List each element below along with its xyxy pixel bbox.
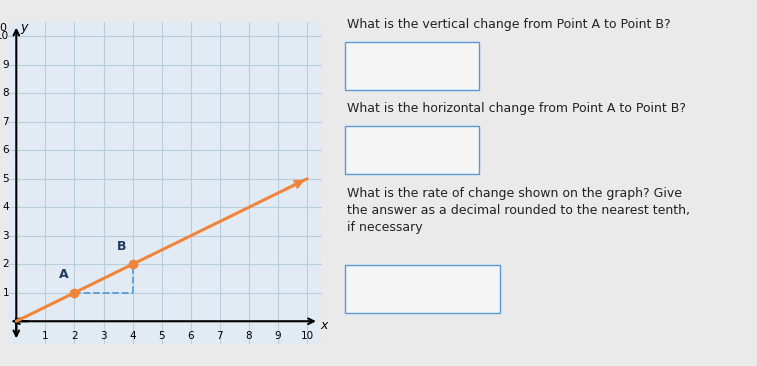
Text: 2: 2 — [71, 331, 78, 341]
Text: 3: 3 — [2, 231, 9, 241]
FancyBboxPatch shape — [345, 42, 478, 90]
Text: 6: 6 — [188, 331, 194, 341]
Text: 8: 8 — [246, 331, 252, 341]
Text: A: A — [59, 268, 69, 281]
Text: 7: 7 — [217, 331, 223, 341]
Text: What is the horizontal change from Point A to Point B?: What is the horizontal change from Point… — [347, 102, 686, 116]
Text: 9: 9 — [275, 331, 282, 341]
Text: What is the rate of change shown on the graph? Give
the answer as a decimal roun: What is the rate of change shown on the … — [347, 187, 690, 234]
Text: 1: 1 — [42, 331, 48, 341]
Text: 10: 10 — [301, 331, 313, 341]
Text: What is the vertical change from Point A to Point B?: What is the vertical change from Point A… — [347, 18, 671, 31]
Text: x: x — [320, 319, 328, 332]
Text: 1: 1 — [2, 288, 9, 298]
Text: 5: 5 — [158, 331, 165, 341]
Text: 4: 4 — [2, 202, 9, 212]
Text: 2: 2 — [2, 259, 9, 269]
Text: 10: 10 — [0, 23, 8, 33]
Text: 6: 6 — [2, 145, 9, 155]
Text: 9: 9 — [2, 60, 9, 70]
Text: 4: 4 — [129, 331, 136, 341]
Text: 3: 3 — [100, 331, 107, 341]
Text: 8: 8 — [2, 88, 9, 98]
FancyBboxPatch shape — [345, 126, 478, 174]
Text: 7: 7 — [2, 117, 9, 127]
Text: y: y — [20, 21, 28, 34]
Text: 10: 10 — [0, 31, 9, 41]
Text: B: B — [117, 240, 127, 253]
FancyBboxPatch shape — [345, 265, 500, 313]
Text: 5: 5 — [2, 174, 9, 184]
